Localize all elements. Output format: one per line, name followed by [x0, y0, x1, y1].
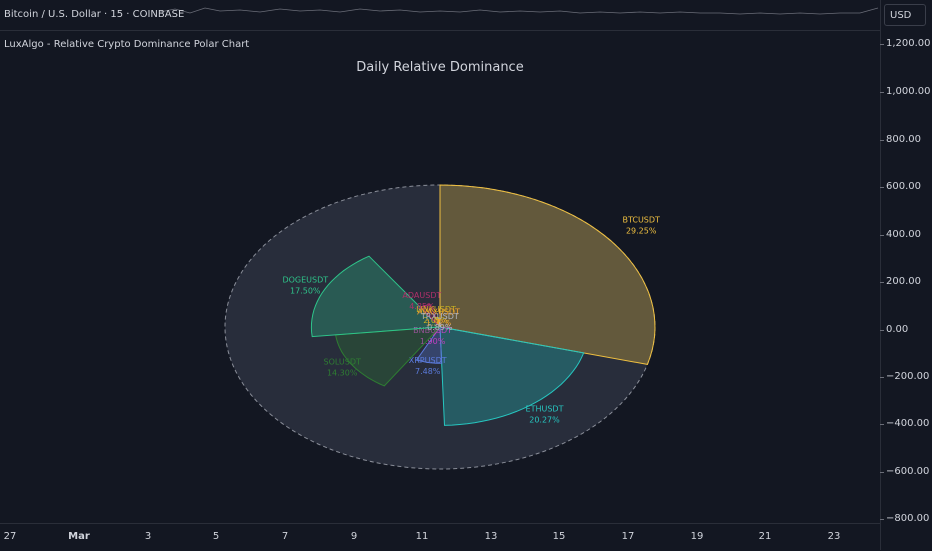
- slice-name: SOLUSDT: [323, 358, 361, 367]
- price-tick-label: 1,200.00: [886, 38, 931, 49]
- time-tick-label: 11: [416, 531, 429, 542]
- price-tick-label: −800.00: [886, 513, 929, 524]
- slice-name: ETHUSDT: [526, 405, 564, 414]
- price-tick-mark: [880, 92, 884, 93]
- slice-name: BTCUSDT: [622, 216, 660, 225]
- price-tick-label: −200.00: [886, 371, 929, 382]
- price-tick-mark: [880, 44, 884, 45]
- time-tick-label: 23: [828, 531, 841, 542]
- time-tick-label: 21: [759, 531, 772, 542]
- polar-chart: BTCUSDT29.25%ETHUSDT20.27%XRPUSDT7.48%BN…: [0, 0, 880, 523]
- price-tick-label: 600.00: [886, 181, 921, 192]
- time-tick-label: 9: [351, 531, 357, 542]
- price-tick-mark: [880, 330, 884, 331]
- price-tick-mark: [880, 472, 884, 473]
- time-tick-label: 27: [4, 531, 17, 542]
- slice-percent: 20.27%: [529, 416, 560, 425]
- time-tick-label: 7: [282, 531, 288, 542]
- time-tick-label: Mar: [68, 531, 90, 542]
- slice-label-btcusdt: BTCUSDT 29.25%: [622, 216, 660, 236]
- price-tick-label: 1,000.00: [886, 86, 931, 97]
- price-tick-label: −400.00: [886, 418, 929, 429]
- price-tick-label: 800.00: [886, 134, 921, 145]
- slice-percent: 29.25%: [626, 227, 657, 236]
- price-tick-mark: [880, 424, 884, 425]
- time-tick-label: 17: [622, 531, 635, 542]
- slice-name: DOGEUSDT: [282, 276, 328, 285]
- price-tick-label: 400.00: [886, 229, 921, 240]
- price-tick-label: −600.00: [886, 466, 929, 477]
- currency-button[interactable]: USD: [884, 4, 926, 26]
- price-tick-label: 200.00: [886, 276, 921, 287]
- slice-percent: 0.89%: [427, 323, 453, 332]
- price-tick-mark: [880, 282, 884, 283]
- slice-percent: 17.50%: [290, 287, 321, 296]
- slice-percent: 14.30%: [327, 369, 358, 378]
- chart-title: Daily Relative Dominance: [356, 60, 523, 75]
- price-tick-mark: [880, 140, 884, 141]
- slice-name: ADAUSDT: [402, 291, 441, 300]
- price-tick-label: 0.00: [886, 324, 908, 335]
- price-tick-mark: [880, 377, 884, 378]
- time-tick-label: 3: [145, 531, 151, 542]
- slice-name: XRPUSDT: [409, 356, 447, 365]
- price-tick-mark: [880, 187, 884, 188]
- time-tick-label: 15: [553, 531, 566, 542]
- price-tick-mark: [880, 519, 884, 520]
- slice-percent: 7.48%: [415, 367, 441, 376]
- time-tick-label: 5: [213, 531, 219, 542]
- time-tick-label: 19: [691, 531, 704, 542]
- time-axis[interactable]: [0, 523, 880, 551]
- slice-name: TRXUSDT: [420, 312, 459, 321]
- time-tick-label: 13: [485, 531, 498, 542]
- price-tick-mark: [880, 235, 884, 236]
